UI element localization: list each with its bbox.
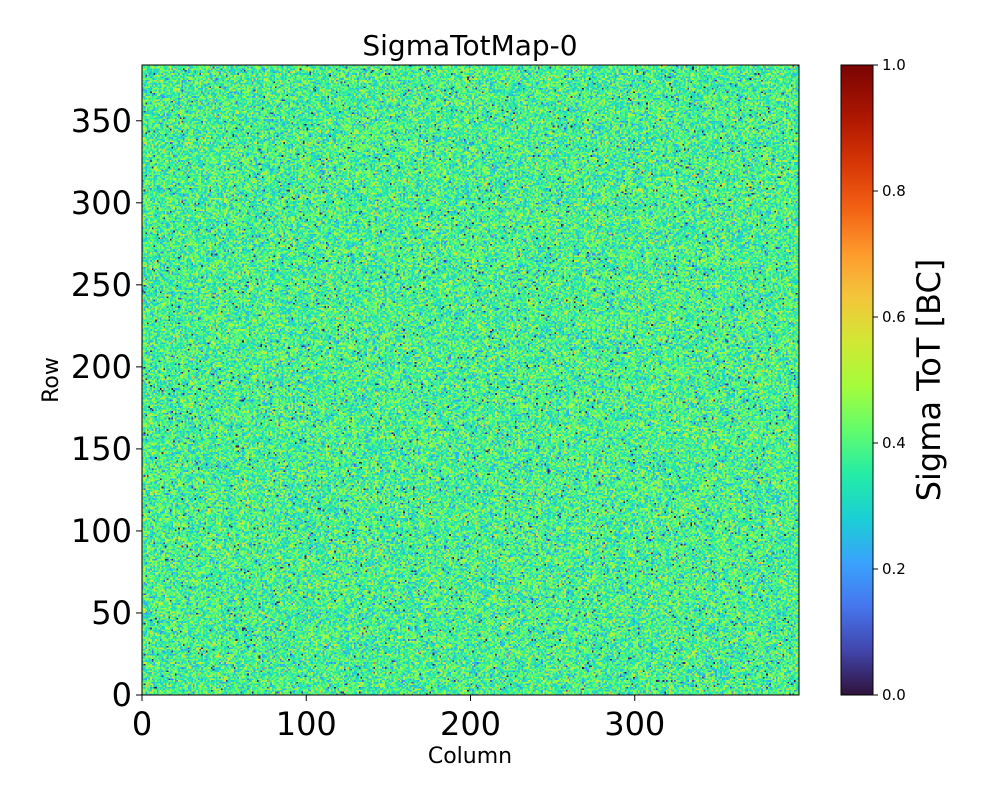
x-tick-label: 300 (604, 705, 665, 743)
y-tick-label: 200 (71, 348, 132, 386)
y-tick-label: 100 (71, 512, 132, 550)
x-tick-label: 0 (132, 705, 152, 743)
heatmap-plot-area (141, 64, 800, 696)
colorbar-ticks: 0.0 0.2 0.4 0.6 0.8 1.0 (873, 56, 906, 704)
colorbar-gradient (840, 64, 874, 696)
colorbar-tick-label: 0.6 (882, 308, 906, 326)
y-tick-label: 0 (112, 676, 132, 714)
colorbar-tick-label: 0.2 (882, 560, 906, 578)
x-axis: 0 100 200 300 (132, 695, 665, 743)
y-axis: 0 50 100 150 200 250 300 350 (71, 102, 142, 714)
colorbar-tick-label: 1.0 (882, 56, 906, 74)
y-tick-label: 50 (91, 594, 132, 632)
chart-title: SigmaTotMap-0 (362, 29, 577, 62)
x-axis-label: Column (428, 744, 512, 769)
heatmap-image (142, 65, 799, 695)
colorbar-tick-label: 0.0 (882, 686, 906, 704)
colorbar-tick-label: 0.4 (882, 434, 906, 452)
y-tick-label: 300 (71, 184, 132, 222)
x-tick-label: 100 (276, 705, 337, 743)
y-tick-label: 350 (71, 102, 132, 140)
colorbar-label: Sigma ToT [BC] (910, 259, 948, 502)
x-tick-label: 200 (440, 705, 501, 743)
colorbar-tick-label: 0.8 (882, 182, 906, 200)
y-axis-label: Row (39, 357, 64, 403)
y-tick-label: 250 (71, 266, 132, 304)
colorbar: 0.0 0.2 0.4 0.6 0.8 1.0 Sigma ToT [BC] (840, 56, 948, 704)
y-tick-label: 150 (71, 430, 132, 468)
